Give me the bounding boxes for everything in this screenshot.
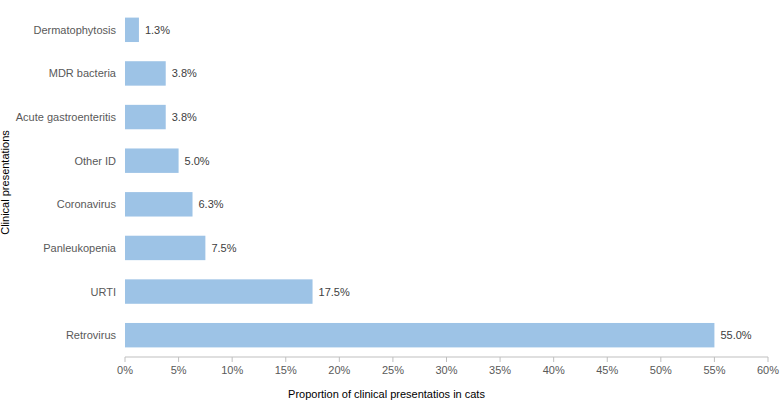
- category-label: URTI: [91, 286, 116, 298]
- x-tick-label: 50%: [650, 364, 672, 376]
- x-tick-label: 15%: [275, 364, 297, 376]
- bar: [125, 148, 179, 172]
- x-tick: [714, 357, 715, 362]
- bar: [125, 18, 139, 42]
- category-label: Panleukopenia: [43, 242, 117, 254]
- x-tick-label: 40%: [543, 364, 565, 376]
- data-label: 1.3%: [145, 24, 170, 36]
- x-tick-label: 0%: [117, 364, 133, 376]
- bar: [125, 236, 205, 260]
- category-label: Dermatophytosis: [33, 24, 116, 36]
- y-axis-title: Clinical presentations: [0, 130, 11, 235]
- data-label: 17.5%: [319, 286, 350, 298]
- bar: [125, 192, 193, 216]
- x-tick-label: 20%: [328, 364, 350, 376]
- bar: [125, 323, 714, 347]
- x-tick: [285, 357, 286, 362]
- data-label: 5.0%: [185, 155, 210, 167]
- x-tick-label: 30%: [435, 364, 457, 376]
- x-tick: [339, 357, 340, 362]
- x-tick-label: 5%: [171, 364, 187, 376]
- bar: [125, 105, 166, 129]
- data-label: 55.0%: [720, 329, 751, 341]
- x-tick: [232, 357, 233, 362]
- x-tick: [392, 357, 393, 362]
- chart: 0% 5% 10% 15% 20% 25% 30% 35% 40% 45% 50% 55% 60% Der…: [0, 0, 780, 405]
- x-tick: [500, 357, 501, 362]
- x-tick: [178, 357, 179, 362]
- x-tick-label: 25%: [382, 364, 404, 376]
- data-label: 6.3%: [199, 198, 224, 210]
- x-tick: [553, 357, 554, 362]
- category-label: MDR bacteria: [49, 67, 117, 79]
- x-tick-label: 60%: [757, 364, 779, 376]
- x-tick-label: 55%: [703, 364, 725, 376]
- data-label: 3.8%: [172, 67, 197, 79]
- x-tick: [660, 357, 661, 362]
- bar: [125, 279, 313, 303]
- category-label: Acute gastroenteritis: [16, 111, 117, 123]
- x-tick: [607, 357, 608, 362]
- x-tick: [446, 357, 447, 362]
- data-label: 7.5%: [211, 242, 236, 254]
- category-label: Other ID: [74, 155, 116, 167]
- x-tick-label: 45%: [596, 364, 618, 376]
- x-tick: [768, 357, 769, 362]
- x-tick-label: 10%: [221, 364, 243, 376]
- bar: [125, 61, 166, 85]
- data-label: 3.8%: [172, 111, 197, 123]
- x-tick: [125, 357, 126, 362]
- x-axis-title: Proportion of clinical presentatios in c…: [288, 388, 485, 400]
- bars: [125, 18, 714, 348]
- category-label: Coronavirus: [57, 198, 117, 210]
- category-label: Retrovirus: [66, 329, 117, 341]
- x-tick-label: 35%: [489, 364, 511, 376]
